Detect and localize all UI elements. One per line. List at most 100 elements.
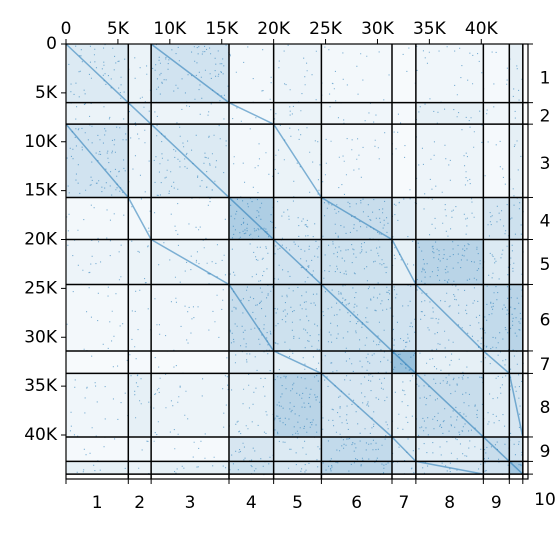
right-block-label: 8	[540, 398, 551, 418]
diagonal-trace-8-6	[320, 372, 393, 438]
left-tick-label: 10K	[24, 132, 58, 152]
diagonal-trace-4-6	[321, 196, 393, 241]
matrix-block-4-1	[66, 197, 129, 240]
top-tick-label: 30K	[361, 19, 395, 39]
matrix-block-9-6	[321, 436, 392, 462]
matrix-block-8-1	[66, 373, 129, 437]
matrix-block-9-8	[415, 436, 484, 462]
matrix-block-3-2	[128, 124, 152, 198]
bottom-block-label: 9	[491, 493, 502, 513]
contact-points-8-6	[322, 373, 393, 437]
matrix-block-2-6	[321, 102, 392, 125]
matrix-block-2-10	[509, 102, 523, 125]
matrix-block-4-9	[483, 197, 510, 240]
matrix-block-10-2	[128, 461, 152, 475]
matrix-block-10-4	[229, 461, 274, 475]
diagonal-trace-4-4	[228, 196, 275, 241]
matrix-block-10-3	[151, 461, 229, 475]
diagonal-trace-6-6	[320, 283, 393, 352]
matrix-block-4-8	[415, 197, 484, 240]
contact-points-4-2	[131, 198, 151, 232]
diagonal-trace-9-7	[391, 436, 417, 462]
matrix-block-7-4	[229, 350, 274, 374]
contact-points-7-2	[129, 354, 137, 360]
matrix-block-3-9	[483, 124, 510, 198]
contact-points-9-9	[483, 437, 511, 460]
left-tick-label: 40K	[24, 425, 58, 445]
matrix-block-5-4	[229, 239, 274, 285]
matrix-block-1-9	[483, 44, 510, 103]
bottom-block-label: 4	[246, 493, 257, 513]
matrix-block-8-5	[273, 373, 322, 437]
left-tick-label: 15K	[24, 181, 58, 201]
matrix-block-1-6	[321, 44, 392, 103]
matrix-block-5-1	[66, 239, 129, 285]
matrix-block-2-1	[66, 102, 129, 125]
matrix-block-7-2	[128, 350, 152, 374]
matrix-block-10-1	[66, 461, 129, 475]
diagonal-trace-7-7	[391, 350, 417, 374]
matrix-block-9-1	[66, 436, 129, 462]
matrix-block-9-4	[229, 436, 274, 462]
matrix-block-4-3	[151, 197, 229, 240]
matrix-block-1-2	[128, 44, 152, 103]
contact-points-9-2	[141, 440, 149, 451]
plot-frame	[65, 43, 529, 480]
diagonal-trace-3-1	[65, 123, 129, 198]
contact-points-2-7	[397, 113, 402, 124]
matrix-block-6-5	[273, 284, 322, 351]
left-tick-label: 20K	[24, 230, 58, 250]
diagonal-trace-10-8	[415, 460, 484, 475]
axes: 0 5K 10K 15K 20K 25K 30K 35K 40K 0 5K 10K 15K 20K 25K 3…	[24, 19, 556, 513]
diagonal-trace-1-3	[150, 43, 230, 104]
contact-points-2-10	[514, 110, 516, 119]
matrix-block-6-3	[151, 284, 229, 351]
contact-points-9-4	[231, 442, 274, 463]
matrix-block-8-4	[229, 373, 274, 437]
matrix-block-3-6	[321, 124, 392, 198]
matrix-block-7-10	[509, 350, 523, 374]
matrix-block-4-5	[273, 197, 322, 240]
bottom-block-label: 7	[399, 493, 410, 513]
matrix-block-9-2	[128, 436, 152, 462]
matrix-block-3-10	[509, 124, 523, 198]
contact-points-5-3	[158, 239, 226, 285]
right-block-label: 2	[540, 106, 551, 126]
diagonal-trace-5-3	[150, 238, 230, 286]
contact-points-7-5	[278, 352, 323, 371]
top-tick-label: 40K	[465, 19, 499, 39]
top-tick-label: 20K	[257, 19, 291, 39]
matrix-block-1-5	[273, 44, 322, 103]
diagonal-trace-6-4	[228, 284, 275, 352]
top-tick-label: 25K	[309, 19, 343, 39]
contact-points-5-6	[323, 241, 394, 284]
top-tick-label: 5K	[107, 19, 130, 39]
matrix-block-10-6	[321, 461, 392, 475]
contact-points-6-5	[274, 286, 322, 352]
diagonal-trace-3-5	[273, 123, 323, 198]
bottom-block-label: 5	[292, 493, 303, 513]
matrix-block-7-6	[321, 350, 392, 374]
contact-points-8-2	[130, 374, 152, 432]
contact-points-9-10	[513, 441, 523, 456]
diagonal-trace-5-5	[273, 238, 322, 286]
diagonal-trace-8-10	[508, 373, 524, 438]
top-tick-label: 15K	[205, 19, 239, 39]
left-tick-label: 0	[46, 34, 57, 54]
contact-points-3-2	[128, 124, 150, 193]
matrix-block-9-10	[509, 436, 523, 462]
matrix-block-8-3	[151, 373, 229, 437]
bottom-block-label: 6	[351, 493, 362, 513]
matrix-block-5-10	[509, 239, 523, 285]
matrix-block-10-9	[483, 461, 510, 475]
matrix-block-5-2	[128, 239, 152, 285]
bottom-block-label: 2	[134, 493, 145, 513]
diagonal-trace-7-5	[273, 350, 322, 375]
matrix-block-7-8	[415, 350, 484, 374]
diagonal-trace-8-8	[415, 372, 484, 438]
matrix-block-10-7	[392, 461, 416, 475]
matrix-block-1-7	[392, 44, 416, 103]
diagonal-trace-1-1	[65, 43, 129, 104]
matrix-block-2-5	[273, 102, 322, 125]
